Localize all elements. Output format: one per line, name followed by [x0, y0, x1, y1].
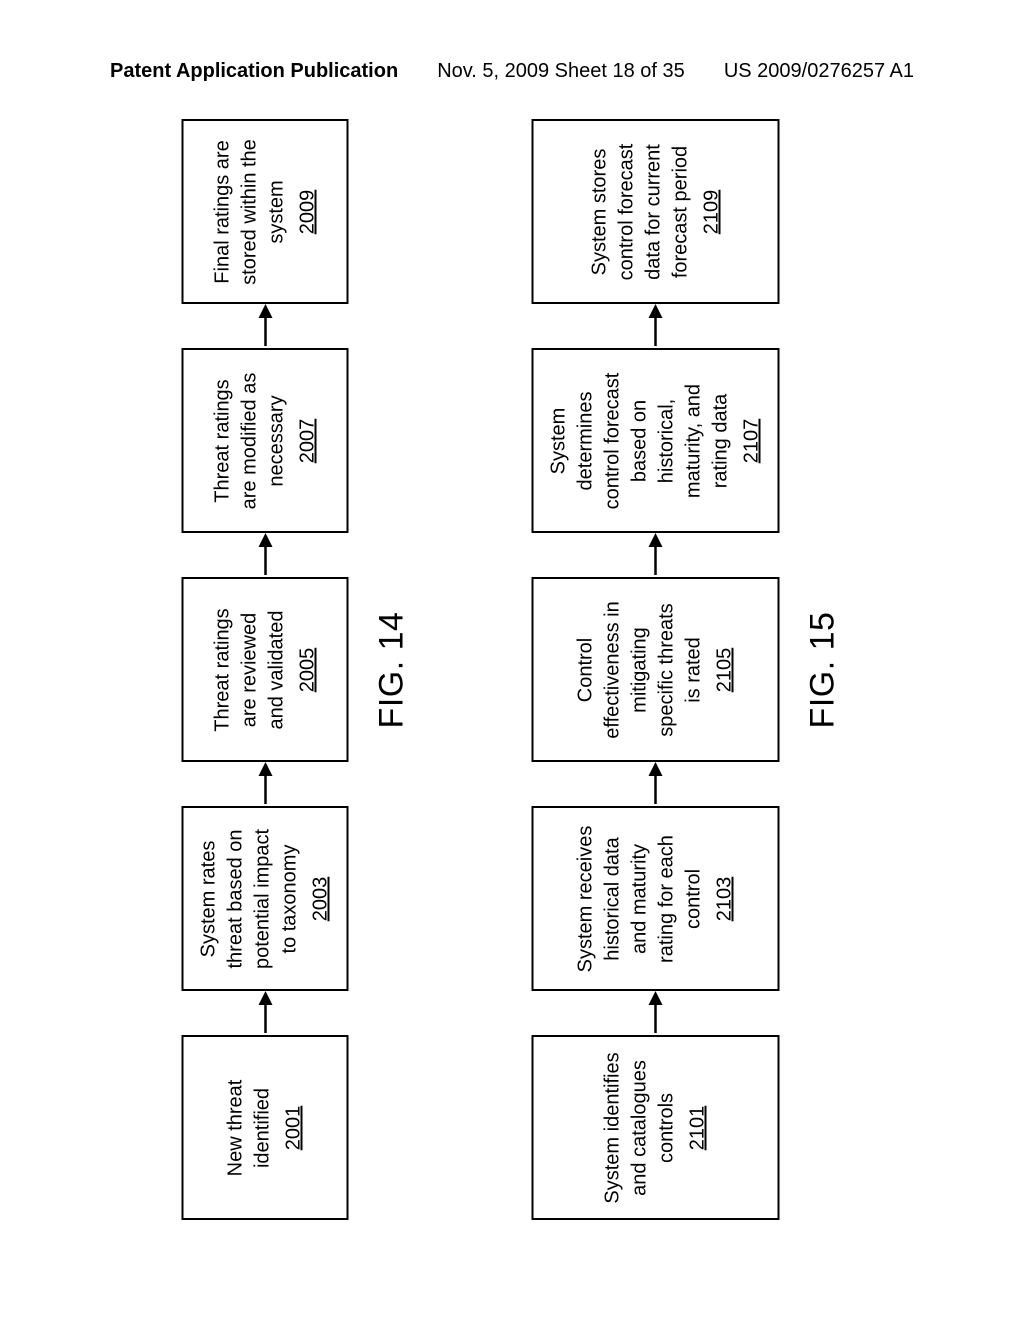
arrow-icon: [532, 305, 780, 349]
arrow-icon: [532, 534, 780, 578]
box-reference-number: 2005: [294, 594, 321, 747]
box-reference-number: 2009: [294, 136, 321, 289]
flowchart-box: System rates threat based on potential i…: [182, 807, 349, 992]
box-text: System determines control forecast based…: [546, 365, 735, 518]
flowchart-row: New threat identified2001 System rates t…: [182, 120, 349, 1221]
flowchart: System identifies and catalogues control…: [532, 120, 843, 1221]
box-reference-number: 2003: [308, 823, 335, 976]
box-text: System receives historical data and matu…: [573, 823, 708, 976]
arrow-icon: [182, 763, 349, 807]
flowchart-box: System determines control forecast based…: [532, 349, 780, 534]
flowchart-row: System identifies and catalogues control…: [532, 120, 780, 1221]
box-text: Threat ratings are modified as necessary: [209, 365, 290, 518]
arrow-icon: [182, 534, 349, 578]
box-reference-number: 2105: [712, 594, 739, 747]
page-header: Patent Application Publication Nov. 5, 2…: [0, 60, 1024, 83]
flowchart-box: Final ratings are stored within the syst…: [182, 120, 349, 305]
box-reference-number: 2001: [281, 1052, 308, 1205]
box-reference-number: 2107: [739, 365, 766, 518]
flowchart-box: System identifies and catalogues control…: [532, 1036, 780, 1221]
rotated-diagram-stack: New threat identified2001 System rates t…: [182, 140, 843, 1200]
arrow-icon: [532, 992, 780, 1036]
flowchart: New threat identified2001 System rates t…: [182, 120, 412, 1221]
box-text: New threat identified: [223, 1052, 277, 1205]
figure-label: FIG. 15: [804, 612, 843, 729]
header-left: Patent Application Publication: [110, 60, 398, 83]
flowchart-box: Threat ratings are reviewed and validate…: [182, 578, 349, 763]
figure-content-area: New threat identified2001 System rates t…: [132, 140, 892, 1200]
box-reference-number: 2109: [698, 136, 725, 289]
arrow-icon: [182, 305, 349, 349]
box-reference-number: 2101: [685, 1052, 712, 1205]
box-text: System identifies and catalogues control…: [600, 1052, 681, 1205]
box-reference-number: 2103: [712, 823, 739, 976]
flowchart-box: Threat ratings are modified as necessary…: [182, 349, 349, 534]
box-reference-number: 2007: [294, 365, 321, 518]
arrow-icon: [182, 992, 349, 1036]
box-text: Threat ratings are reviewed and validate…: [209, 594, 290, 747]
arrow-icon: [532, 763, 780, 807]
box-text: Final ratings are stored within the syst…: [209, 136, 290, 289]
box-text: System rates threat based on potential i…: [196, 823, 304, 976]
flowchart-box: New threat identified2001: [182, 1036, 349, 1221]
figure-label: FIG. 14: [373, 612, 412, 729]
box-text: System stores control forecast data for …: [586, 136, 694, 289]
flowchart-box: System stores control forecast data for …: [532, 120, 780, 305]
header-center: Nov. 5, 2009 Sheet 18 of 35: [437, 60, 685, 83]
flowchart-box: System receives historical data and matu…: [532, 807, 780, 992]
box-text: Control effectiveness in mitigating spec…: [573, 594, 708, 747]
flowchart-box: Control effectiveness in mitigating spec…: [532, 578, 780, 763]
header-right: US 2009/0276257 A1: [724, 60, 914, 83]
